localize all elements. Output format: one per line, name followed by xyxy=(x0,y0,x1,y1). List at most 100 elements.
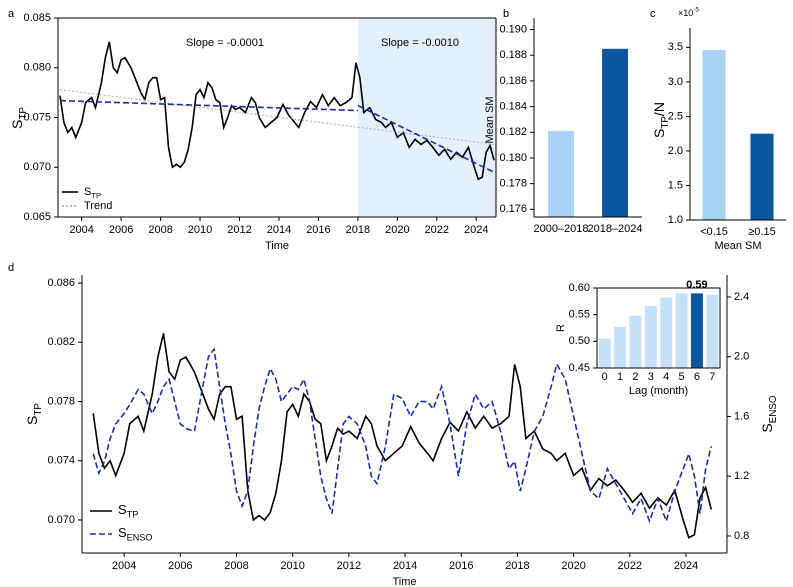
y-tick-label: 0.086 xyxy=(47,277,75,289)
bar xyxy=(548,130,574,217)
y-tick-label: 2.4 xyxy=(734,291,749,303)
bar xyxy=(629,315,642,368)
x-tick-label: 2018 xyxy=(505,560,529,572)
x-tick-label: 2020 xyxy=(561,560,585,572)
x-tick-label: 2000–2018 xyxy=(533,223,588,235)
y-tick-label: 0.180 xyxy=(499,152,527,164)
legend-label: STP xyxy=(84,186,101,200)
y-tick-label: 0.60 xyxy=(569,282,590,294)
series-line xyxy=(59,99,358,112)
annotation: Slope = -0.0010 xyxy=(381,37,459,49)
x-tick-label: 2008 xyxy=(148,224,172,236)
series-line xyxy=(92,347,713,524)
x-tick-label: 2004 xyxy=(112,560,136,572)
x-tick-label: 5 xyxy=(679,371,685,383)
y-tick-label: 0.182 xyxy=(499,126,527,138)
x-tick-label: 2006 xyxy=(109,224,133,236)
bar xyxy=(702,50,726,220)
y-tick-label: 3.5 xyxy=(668,41,683,53)
x-axis-label: Time xyxy=(392,576,416,587)
legend-label-part: ENSO xyxy=(127,533,153,543)
y-tick-label: 0.8 xyxy=(734,530,749,542)
legend-label-part: TP xyxy=(127,510,139,520)
y-tick-label: 0.070 xyxy=(23,161,51,173)
y-tick-label: 1.0 xyxy=(668,214,683,226)
x-tick-label: 2008 xyxy=(224,560,248,572)
y-tick-label: 0.075 xyxy=(23,111,51,123)
y-tick-label: 2.0 xyxy=(734,351,749,363)
y-tick-label: 0.082 xyxy=(47,336,75,348)
x-tick-label: 7 xyxy=(709,371,715,383)
y-tick-label: 0.190 xyxy=(499,23,527,35)
y-axis-label-part: /N xyxy=(651,102,667,116)
y2-axis-label-part: S xyxy=(759,423,775,432)
panel-label: c xyxy=(650,8,656,20)
x-tick-label: 2010 xyxy=(188,224,212,236)
legend-label-part: S xyxy=(84,186,91,198)
x-tick-label: 2014 xyxy=(267,224,291,236)
x-axis-label: Time xyxy=(265,240,289,252)
bar xyxy=(644,306,657,368)
panel-label: a xyxy=(8,8,15,20)
bar xyxy=(598,338,611,368)
y-tick-label: 0.188 xyxy=(499,49,527,61)
bar xyxy=(660,297,673,368)
legend-label-part: S xyxy=(118,525,127,540)
x-tick-label: 2 xyxy=(632,371,638,383)
y-tick-label: 0.074 xyxy=(47,455,75,467)
bar xyxy=(706,294,719,368)
y-axis-label-part: TP xyxy=(659,116,670,129)
y-axis-label: STP/N xyxy=(651,102,671,138)
y2-axis-label: SENSO xyxy=(759,395,779,432)
y-axis-label-part: TP xyxy=(32,403,43,416)
panel-label: b xyxy=(503,8,509,20)
x-tick-label: 2012 xyxy=(227,224,251,236)
y-tick-label: 0.186 xyxy=(499,75,527,87)
y-tick-label: 1.2 xyxy=(734,470,749,482)
y2-axis-label-part: ENSO xyxy=(767,395,778,423)
y-tick-label: 3.0 xyxy=(668,76,683,88)
x-tick-label: 0 xyxy=(602,371,608,383)
x-tick-label: 2018 xyxy=(346,224,370,236)
bar xyxy=(614,326,627,368)
legend-label: SENSO xyxy=(118,525,152,543)
x-tick-label: 2022 xyxy=(425,224,449,236)
x-tick-label: 2020 xyxy=(385,224,409,236)
bar xyxy=(602,48,628,218)
y-tick-label: 2.5 xyxy=(668,110,683,122)
bar xyxy=(690,293,703,368)
x-tick-label: 2016 xyxy=(449,560,473,572)
bar xyxy=(750,133,774,220)
y-axis-label: STP xyxy=(24,403,44,425)
x-tick-label: 2024 xyxy=(464,224,488,236)
series-line xyxy=(92,333,713,539)
x-tick-label: 2014 xyxy=(393,560,417,572)
series-line xyxy=(59,89,495,145)
y-tick-label: 0.080 xyxy=(23,62,51,74)
y-tick-label: 0.55 xyxy=(569,309,590,321)
x-tick-label: 2006 xyxy=(168,560,192,572)
y-axis-label: Mean SM xyxy=(484,96,496,143)
axis-multiplier-part: -5 xyxy=(693,6,699,13)
x-tick-label: 4 xyxy=(663,371,669,383)
axis-multiplier: ×10-5 xyxy=(678,6,699,18)
y-tick-label: 0.50 xyxy=(569,335,590,347)
x-axis-label: Mean SM xyxy=(714,240,761,252)
axis-multiplier-part: ×10 xyxy=(678,8,693,18)
x-tick-label: <0.15 xyxy=(700,226,728,238)
value-label: 0.59 xyxy=(686,279,707,291)
y-tick-label: 1.6 xyxy=(734,410,749,422)
annotation: Slope = -0.0001 xyxy=(186,37,264,49)
x-tick-label: 1 xyxy=(617,371,623,383)
y-axis-label-part: S xyxy=(9,120,25,129)
panel-label: d xyxy=(8,262,14,274)
y-tick-label: 0.184 xyxy=(499,100,527,112)
y-tick-label: 0.078 xyxy=(47,395,75,407)
x-tick-label: 2016 xyxy=(306,224,330,236)
legend-label-part: TP xyxy=(91,191,101,200)
x-tick-label: 2022 xyxy=(618,560,642,572)
y-axis-label: R xyxy=(555,324,567,332)
x-tick-label: 3 xyxy=(648,371,654,383)
y-tick-label: 0.070 xyxy=(47,514,75,526)
